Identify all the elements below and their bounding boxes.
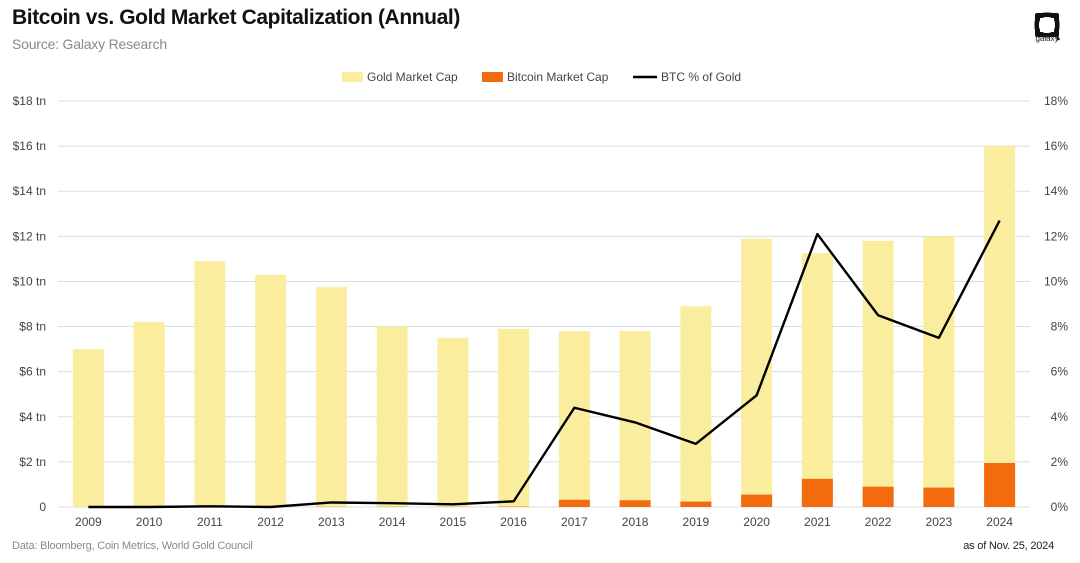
gold-bar xyxy=(437,337,469,507)
bitcoin-bar xyxy=(923,487,955,507)
y-right-tick-label: 6% xyxy=(1051,365,1069,379)
legend-bitcoin-label: Bitcoin Market Cap xyxy=(507,70,609,84)
gold-bar xyxy=(984,146,1016,507)
gold-bar xyxy=(498,328,530,507)
x-tick-label: 2021 xyxy=(804,515,831,529)
y-right-tick-label: 4% xyxy=(1051,410,1069,424)
x-tick-label: 2015 xyxy=(440,515,467,529)
btc-ratio-line-layer xyxy=(88,219,1001,509)
y-left-tick-label: $6 tn xyxy=(19,365,46,379)
chart-subtitle: Source: Galaxy Research xyxy=(12,36,167,52)
galaxy-logo-icon xyxy=(1034,12,1061,41)
y-right-tick-label: 2% xyxy=(1051,455,1069,469)
bitcoin-bar xyxy=(619,500,651,507)
bars xyxy=(72,146,1016,508)
gold-bar xyxy=(255,274,287,507)
chart-title: Bitcoin vs. Gold Market Capitalization (… xyxy=(12,6,460,29)
y-left-tick-label: $4 tn xyxy=(19,410,46,424)
y-left-tick-label: $14 tn xyxy=(13,184,46,198)
bitcoin-bar xyxy=(801,478,833,507)
legend: Gold Market Cap Bitcoin Market Cap BTC % o… xyxy=(342,70,741,84)
gold-bar xyxy=(801,253,833,507)
gold-bar xyxy=(376,326,408,507)
x-tick-label: 2019 xyxy=(683,515,710,529)
gold-bar xyxy=(558,331,590,507)
y-left-tick-label: $16 tn xyxy=(13,139,46,153)
btc-percent-of-gold-line xyxy=(88,219,1001,509)
footer-source: Data: Bloomberg, Coin Metrics, World Gol… xyxy=(12,540,253,552)
bitcoin-bar xyxy=(741,494,773,507)
gold-bar xyxy=(741,238,773,508)
gold-bar xyxy=(923,236,955,508)
bitcoin-bar xyxy=(680,501,712,507)
x-tick-label: 2017 xyxy=(561,515,588,529)
x-tick-label: 2023 xyxy=(926,515,953,529)
x-tick-label: 2011 xyxy=(197,515,223,529)
y-right-tick-label: 10% xyxy=(1044,274,1068,288)
y-left-tick-label: $2 tn xyxy=(19,455,46,469)
x-tick-label: 2024 xyxy=(986,515,1013,529)
y-right-tick-label: 0% xyxy=(1051,500,1069,514)
footer-date: as of Nov. 25, 2024 xyxy=(963,540,1054,552)
gold-bar xyxy=(862,240,894,507)
x-tick-label: 2018 xyxy=(622,515,649,529)
x-tick-label: 2016 xyxy=(500,515,527,529)
y-left-tick-label: $10 tn xyxy=(13,274,46,288)
x-tick-label: 2014 xyxy=(379,515,406,529)
bitcoin-bar xyxy=(862,486,894,507)
axes-labels: 0 $2 tn $4 tn $6 tn $8 tn $10 tn $12 tn $14 tn $… xyxy=(13,94,1069,529)
gold-bar xyxy=(72,349,104,507)
bitcoin-bar xyxy=(558,499,590,507)
x-tick-label: 2022 xyxy=(865,515,892,529)
gold-bar xyxy=(194,261,226,507)
y-right-tick-label: 12% xyxy=(1044,229,1068,243)
x-tick-label: 2013 xyxy=(318,515,345,529)
y-left-tick-label: $18 tn xyxy=(13,94,46,108)
y-right-tick-label: 8% xyxy=(1051,320,1069,334)
bitcoin-bar xyxy=(984,463,1016,507)
y-left-tick-label: $8 tn xyxy=(19,320,46,334)
legend-ratio-label: BTC % of Gold xyxy=(661,70,741,84)
legend-gold-label: Gold Market Cap xyxy=(367,70,458,84)
x-tick-label: 2020 xyxy=(743,515,770,529)
y-right-tick-label: 18% xyxy=(1044,94,1068,108)
y-left-tick-label: $12 tn xyxy=(13,229,46,243)
gold-bar xyxy=(315,287,347,507)
x-tick-label: 2009 xyxy=(75,515,102,529)
logo-label: galaxy xyxy=(1035,34,1059,43)
legend-bitcoin-swatch xyxy=(482,72,503,82)
y-right-tick-label: 16% xyxy=(1044,139,1068,153)
gold-bar xyxy=(680,306,712,507)
y-left-tick-label: 0 xyxy=(39,500,46,514)
legend-gold-swatch xyxy=(342,72,363,82)
x-tick-label: 2012 xyxy=(257,515,284,529)
y-right-tick-label: 14% xyxy=(1044,184,1068,198)
x-tick-label: 2010 xyxy=(136,515,163,529)
gold-bar xyxy=(133,322,165,507)
